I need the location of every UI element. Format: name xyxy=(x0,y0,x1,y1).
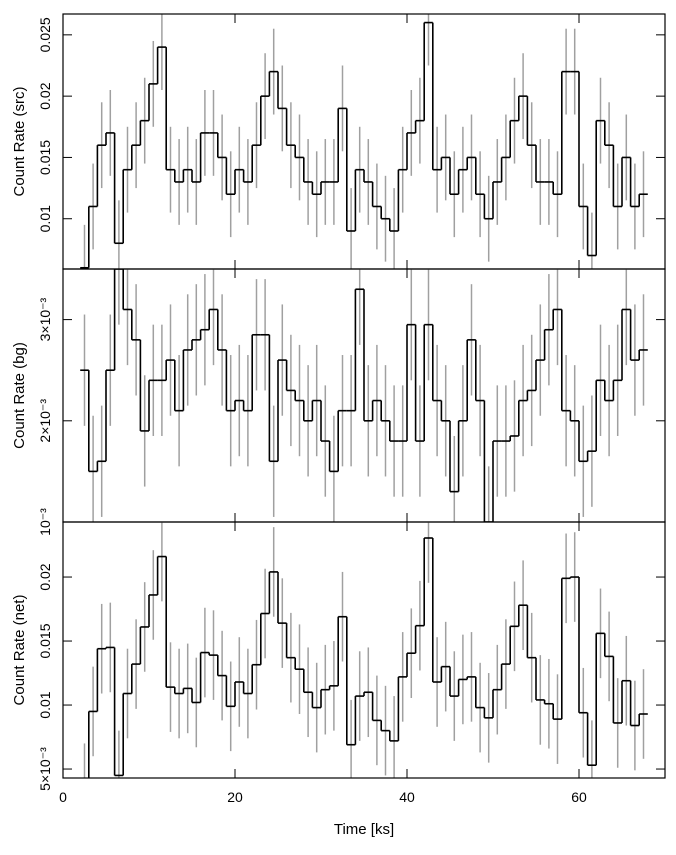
frame xyxy=(62,521,666,779)
y-tick-label: 0.01 xyxy=(37,205,53,232)
y-tick-label: 0.025 xyxy=(37,17,53,52)
y-tick-label: 0.02 xyxy=(37,82,53,109)
plot-area xyxy=(80,14,648,269)
x-tick-label: 40 xyxy=(399,789,415,805)
x-tick-label: 60 xyxy=(571,789,587,805)
y-tick-label: 0.01 xyxy=(37,691,53,718)
x-tick-label: 20 xyxy=(227,789,243,805)
y-tick-label: 5×10⁻³ xyxy=(37,747,53,791)
x-tick-label: 0 xyxy=(59,789,67,805)
x-axis-label: Time [ks] xyxy=(334,821,394,838)
y-tick-label: 3×10⁻³ xyxy=(37,297,53,341)
plot-area xyxy=(83,522,648,778)
y-axis-label: Count Rate (net) xyxy=(11,595,28,706)
plot-area xyxy=(80,269,648,522)
y-tick-label: 0.02 xyxy=(37,563,53,590)
y-axis-label: Count Rate (bg) xyxy=(11,342,28,449)
y-tick-label: 10⁻³ xyxy=(37,508,53,536)
y-tick-label: 2×10⁻³ xyxy=(37,399,53,443)
y-axis-label: Count Rate (src) xyxy=(11,86,28,196)
y-tick-label: 0.015 xyxy=(37,140,53,175)
y-tick-label: 0.015 xyxy=(37,623,53,658)
